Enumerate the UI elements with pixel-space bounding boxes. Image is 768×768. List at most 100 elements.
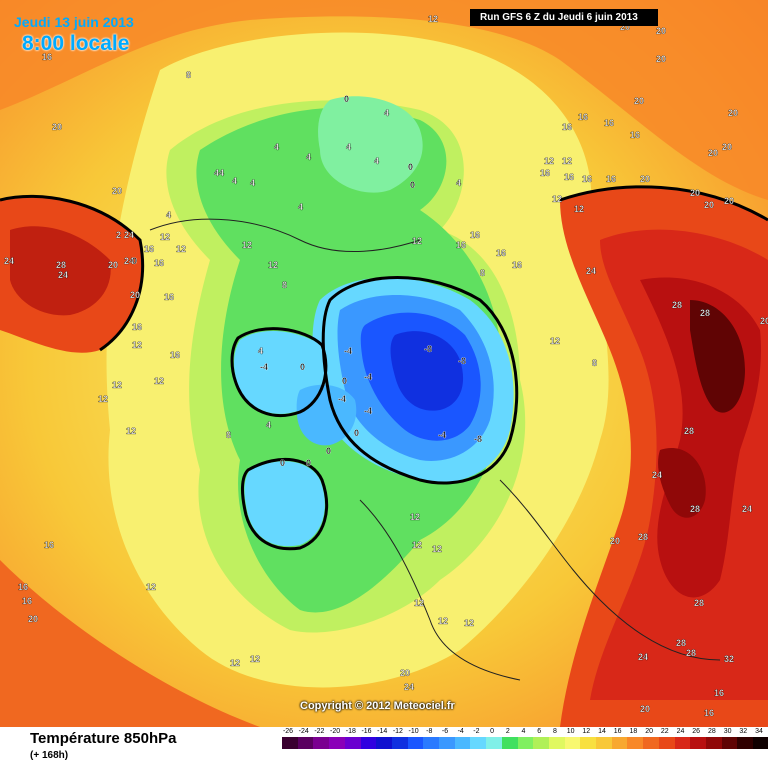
temperature-label: 0: [326, 446, 331, 456]
temperature-label: -8: [474, 434, 482, 444]
legend-tick: 6: [537, 728, 542, 735]
legend-swatch: [721, 737, 738, 749]
cold-core-deep: [390, 331, 464, 411]
temperature-label: 12: [154, 376, 164, 386]
south-cold-pocket: [244, 461, 325, 547]
legend-swatch: [376, 737, 393, 749]
legend-tick: 16: [613, 728, 622, 735]
temperature-label: 12: [574, 204, 584, 214]
legend-swatch: [643, 737, 660, 749]
temperature-label: 12: [414, 598, 424, 608]
temperature-label: 16: [582, 174, 592, 184]
legend-swatch: [344, 737, 361, 749]
lead-time: (+ 168h): [30, 750, 69, 761]
temperature-label: 20: [620, 22, 630, 32]
temperature-label: 16: [496, 248, 506, 258]
temperature-label: 12: [160, 232, 170, 242]
legend-swatch: [596, 737, 613, 749]
temperature-label: 16: [512, 260, 522, 270]
temperature-label: -4: [364, 406, 372, 416]
temperature-label: 12: [176, 244, 186, 254]
temperature-label: 20: [722, 142, 732, 152]
twenty-isotherm-east: [559, 185, 768, 222]
temperature-label: 24: [124, 230, 134, 240]
temperature-label: -4: [364, 372, 372, 382]
temperature-label: 12: [412, 236, 422, 246]
temperature-label: 20: [656, 26, 666, 36]
temperature-label: -4: [260, 362, 268, 372]
temperature-label: 12: [242, 240, 252, 250]
temperature-label: 24: [652, 470, 662, 480]
legend-tick: 8: [552, 728, 557, 735]
temperature-label: 4: [250, 178, 255, 188]
legend-swatch: [690, 737, 707, 749]
temperature-label: 24: [742, 504, 752, 514]
temperature-label: 16: [18, 582, 28, 592]
legend-swatch: [439, 737, 456, 749]
temperature-label: 0: [354, 428, 359, 438]
temperature-label: 24: [58, 270, 68, 280]
legend-tick: 22: [660, 728, 669, 735]
temperature-label: 8: [282, 280, 287, 290]
footer: Température 850hPa (+ 168h) -26 -24 -22 -20…: [0, 727, 768, 768]
temperature-label: 16: [144, 244, 154, 254]
temperature-label: 20: [400, 668, 410, 678]
temperature-label: -4: [438, 430, 446, 440]
legend-swatch: [580, 737, 597, 749]
temperature-label: 16: [456, 240, 466, 250]
temperature-label: 20: [28, 614, 38, 624]
zero-isotherm-main: [321, 276, 519, 485]
legend-swatch: [658, 737, 675, 749]
temperature-label: 20: [656, 54, 666, 64]
temperature-label: 16: [22, 596, 32, 606]
east-hot-spot-south: [658, 448, 706, 518]
legend-swatch: [737, 737, 754, 749]
temperature-label: 16: [714, 688, 724, 698]
temperature-label: 16: [564, 172, 574, 182]
temperature-label: 28: [700, 308, 710, 318]
legend-swatch: [753, 737, 768, 749]
temperature-label: 2: [116, 230, 121, 240]
temperature-label: 16: [470, 230, 480, 240]
legend-tick: -14: [377, 728, 388, 735]
legend-tick: -6: [441, 728, 449, 735]
temperature-label: 8: [226, 430, 231, 440]
west-hot-core: [10, 226, 111, 316]
legend-swatch: [391, 737, 409, 749]
legend-tick: -16: [361, 728, 372, 735]
temperature-label: 20: [760, 316, 768, 326]
temperature-label: 12: [562, 156, 572, 166]
temperature-label: 24: [4, 256, 14, 266]
temperature-label: 16: [42, 52, 52, 62]
temperature-label: 12: [544, 156, 554, 166]
temperature-label: 24: [404, 682, 414, 692]
temperature-label: 4: [374, 156, 379, 166]
legend-swatch: [517, 737, 534, 749]
temperature-label: -4: [338, 394, 346, 404]
legend-tick: 20: [645, 728, 653, 735]
temperature-label: 0: [408, 162, 413, 172]
temperature-label: 4: [456, 178, 461, 188]
temperature-label: 4: [166, 210, 171, 220]
temperature-label: 24: [638, 652, 648, 662]
legend-tick: -10: [408, 728, 419, 735]
temperature-label: 16: [154, 258, 164, 268]
temperature-label: 0: [306, 458, 311, 468]
legend-tick: -24: [298, 728, 309, 735]
north-warm-band: [0, 0, 768, 200]
temperature-label: 20: [108, 260, 118, 270]
temperature-label: 20: [130, 290, 140, 300]
valid-date: Jeudi 13 juin 2013: [14, 14, 134, 30]
temperature-label: 12: [146, 582, 156, 592]
temperature-label: 4: [274, 142, 279, 152]
twenty-isotherm-west: [0, 194, 145, 352]
north-cold-pocket: [318, 96, 423, 193]
temperature-label: 0: [344, 94, 349, 104]
legend-tick: 28: [707, 728, 716, 735]
legend-swatch: [282, 737, 299, 749]
temperature-label: 20: [610, 536, 620, 546]
temperature-label: 20: [724, 196, 734, 206]
legend-tick: 14: [598, 728, 606, 735]
temperature-label: 16: [604, 118, 614, 128]
